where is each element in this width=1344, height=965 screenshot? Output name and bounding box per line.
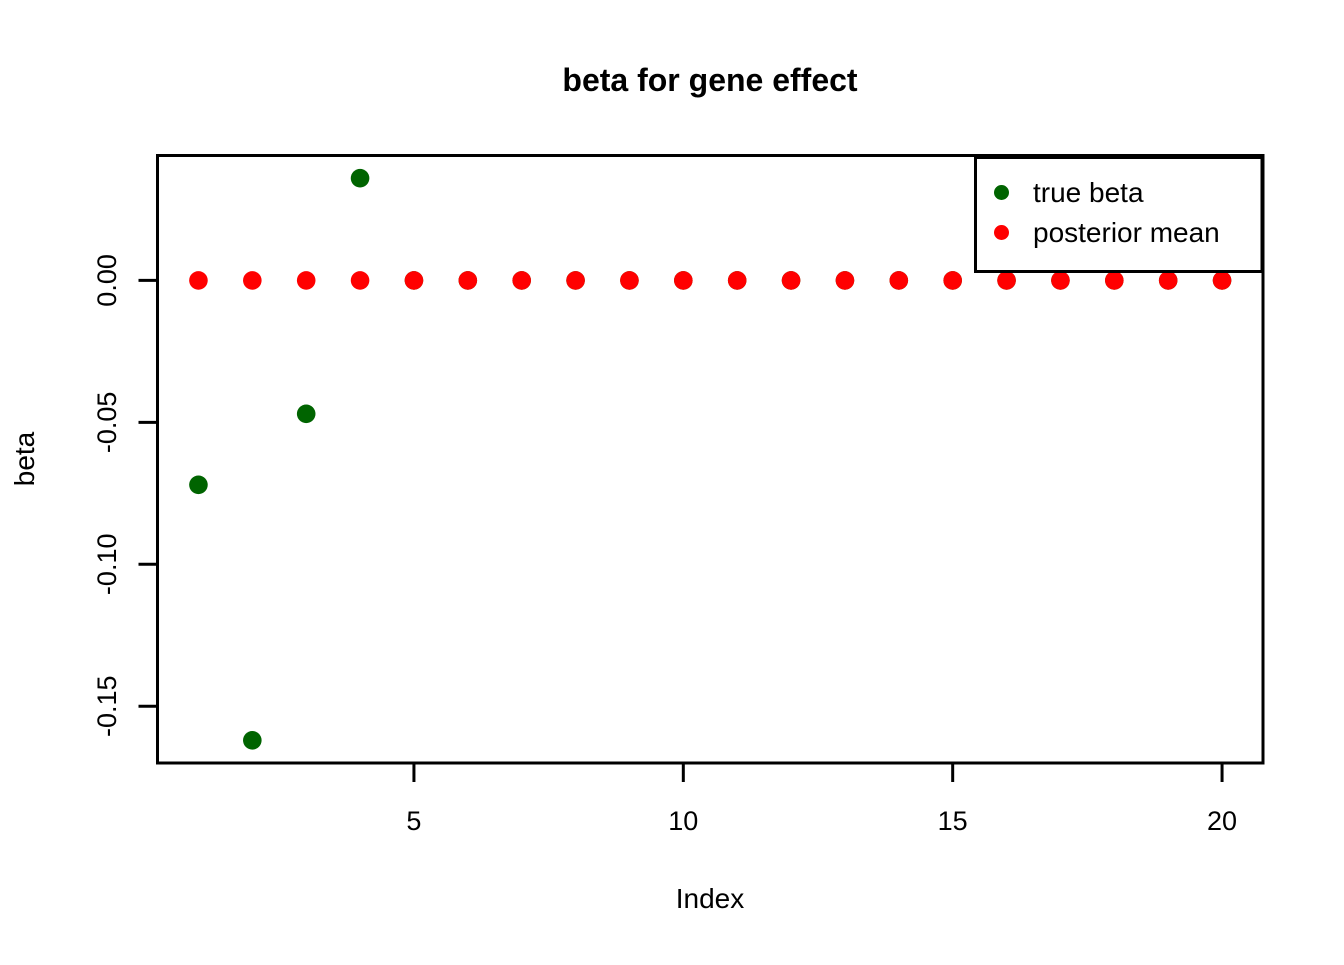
data-point-posterior-mean xyxy=(350,271,370,290)
data-point-posterior-mean xyxy=(1051,271,1070,290)
legend-marker-true-beta xyxy=(994,185,1009,200)
legend-marker-posterior-mean xyxy=(994,225,1009,240)
x-tick-label: 20 xyxy=(1207,806,1237,836)
data-point-posterior-mean xyxy=(512,271,531,290)
data-point-posterior-mean xyxy=(243,271,262,290)
x-tick-label: 5 xyxy=(406,806,421,836)
chart-title: beta for gene effect xyxy=(562,62,858,98)
y-tick-label: -0.05 xyxy=(92,392,122,454)
data-point-true-beta xyxy=(189,475,208,495)
data-point-posterior-mean xyxy=(781,271,801,290)
x-tick-label: 15 xyxy=(938,806,968,836)
legend: true beta posterior mean xyxy=(974,156,1264,273)
data-point-posterior-mean xyxy=(835,271,855,290)
data-point-posterior-mean xyxy=(566,271,585,290)
data-point-posterior-mean xyxy=(1212,271,1232,290)
legend-label-true-beta: true beta xyxy=(1033,177,1144,208)
y-axis: 0.00 -0.05 -0.10 -0.15 xyxy=(92,254,158,737)
y-axis-label: beta xyxy=(9,431,40,486)
data-point-true-beta xyxy=(243,730,262,750)
data-point-posterior-mean xyxy=(1105,271,1124,290)
data-point-posterior-mean xyxy=(404,271,424,290)
x-tick-label: 10 xyxy=(668,806,698,836)
y-tick-label: -0.15 xyxy=(92,675,122,737)
data-point-posterior-mean xyxy=(1158,271,1178,290)
x-axis: 5 10 15 20 xyxy=(406,763,1237,836)
y-tick-label: -0.10 xyxy=(92,534,122,596)
data-point-posterior-mean xyxy=(943,271,962,290)
data-point-true-beta xyxy=(296,404,316,424)
data-point-posterior-mean xyxy=(889,271,909,290)
data-point-posterior-mean xyxy=(620,271,639,290)
y-tick-label: 0.00 xyxy=(92,254,122,307)
data-points xyxy=(189,168,1232,750)
legend-box xyxy=(974,156,1264,273)
legend-label-posterior-mean: posterior mean xyxy=(1033,217,1220,248)
data-point-posterior-mean xyxy=(458,271,478,290)
data-point-posterior-mean xyxy=(997,271,1016,290)
x-axis-label: Index xyxy=(676,883,745,914)
data-point-posterior-mean xyxy=(189,271,208,290)
plot-border xyxy=(156,154,1265,765)
data-point-posterior-mean xyxy=(674,271,693,290)
data-point-true-beta xyxy=(350,168,370,188)
data-point-posterior-mean xyxy=(296,271,316,290)
data-point-posterior-mean xyxy=(727,271,747,290)
